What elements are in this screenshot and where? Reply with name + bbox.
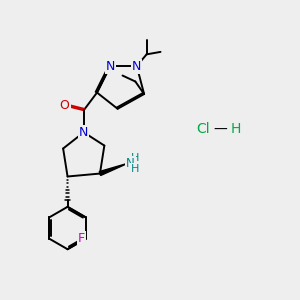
Text: N: N bbox=[79, 126, 88, 139]
Text: H: H bbox=[131, 153, 140, 163]
Text: N: N bbox=[106, 60, 115, 73]
Text: H: H bbox=[131, 164, 140, 174]
Text: Cl: Cl bbox=[196, 122, 210, 136]
Polygon shape bbox=[99, 163, 128, 176]
Text: —: — bbox=[214, 122, 227, 136]
Text: N: N bbox=[126, 157, 135, 170]
Text: F: F bbox=[78, 232, 85, 245]
Text: N: N bbox=[132, 60, 141, 73]
Text: H: H bbox=[230, 122, 241, 136]
Text: O: O bbox=[60, 99, 70, 112]
